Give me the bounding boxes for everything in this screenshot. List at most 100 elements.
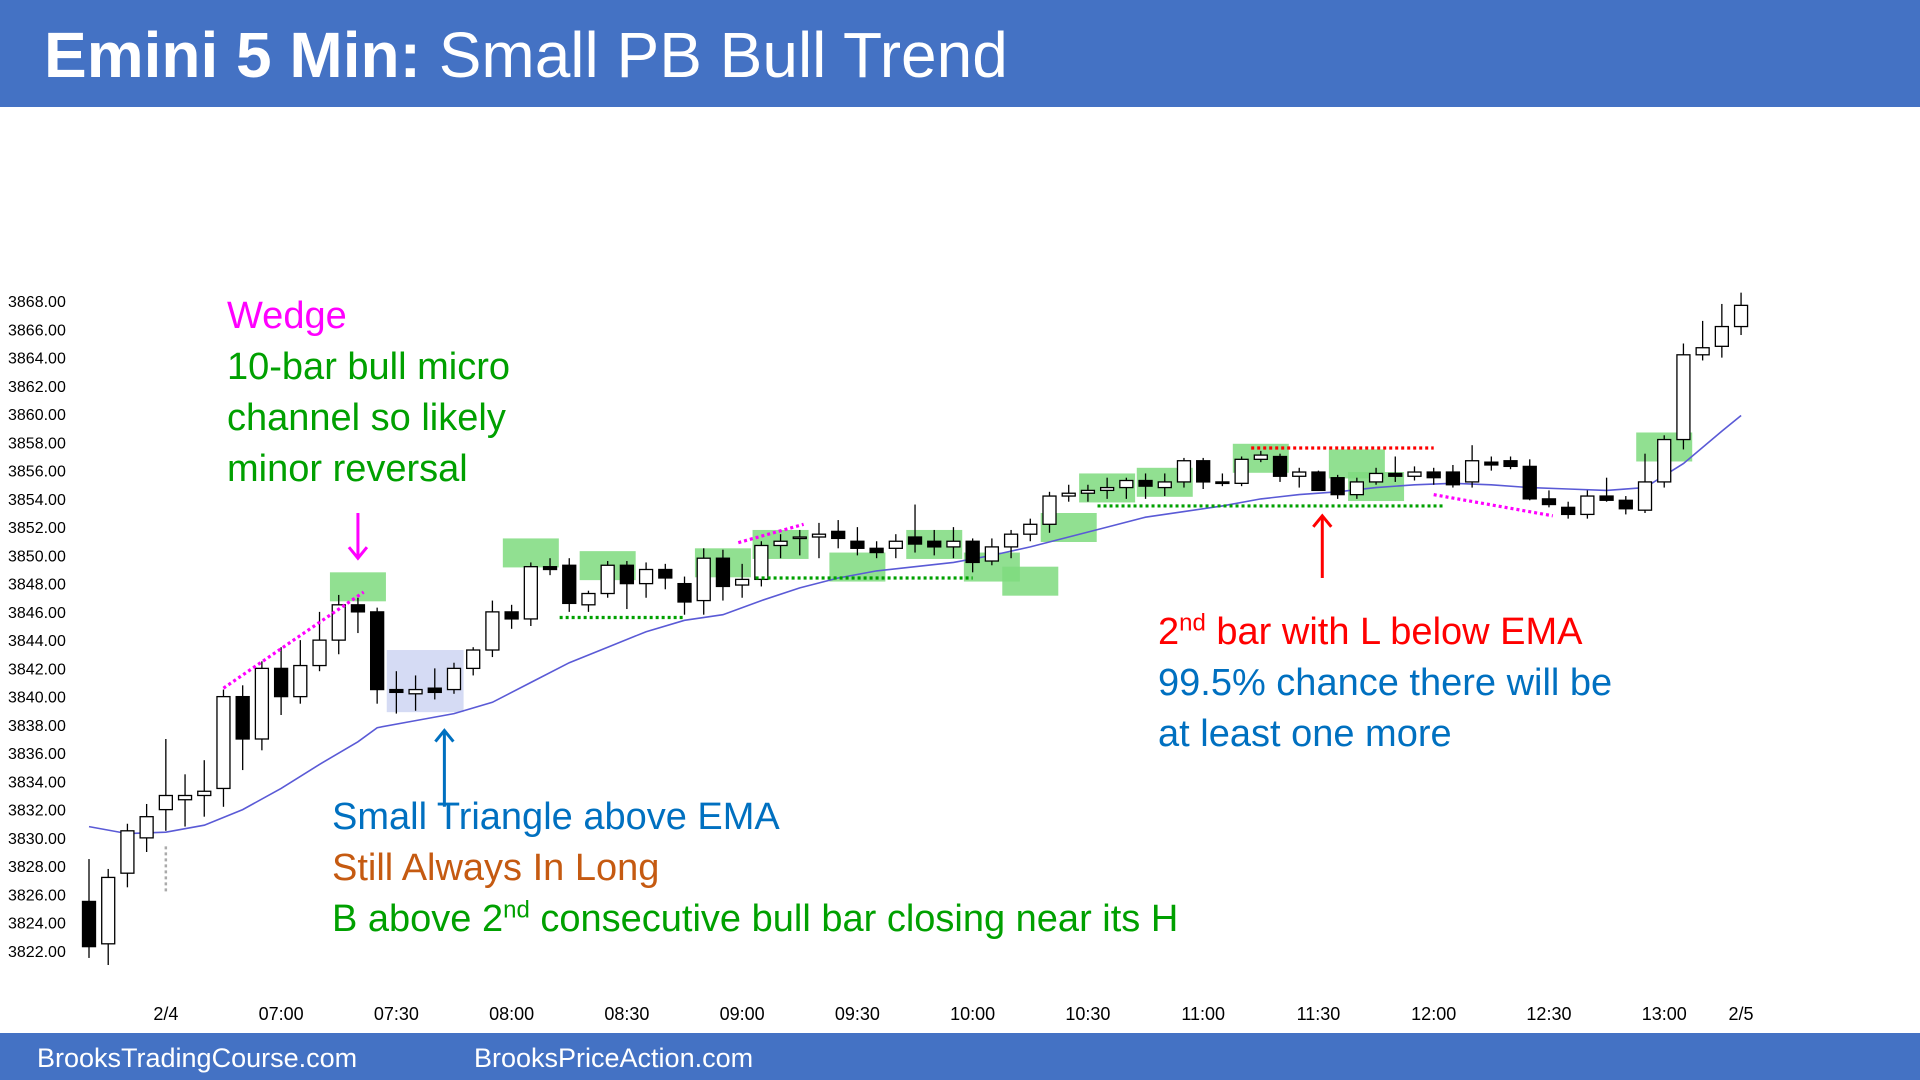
candle <box>888 534 903 559</box>
candle <box>1119 477 1134 499</box>
x-tick-label: 10:00 <box>950 1004 995 1024</box>
bear-candle-body <box>1445 471 1461 486</box>
bull-candle-body <box>331 604 346 641</box>
bull-candle-body <box>254 667 270 740</box>
y-tick-label: 3864.00 <box>8 351 66 368</box>
bull-candle-body <box>734 578 750 586</box>
title-banner: Emini 5 Min: Small PB Bull Trend <box>0 0 1920 107</box>
bull-candle-body <box>1292 471 1307 477</box>
candle <box>1695 320 1710 361</box>
candle <box>1099 477 1115 499</box>
bull-candle-body <box>1176 460 1192 483</box>
x-tick-label: 09:00 <box>720 1004 765 1024</box>
bear-candle-body <box>850 540 865 549</box>
y-tick-label: 3830.00 <box>8 831 66 848</box>
bull-candle-body <box>312 639 327 667</box>
candle <box>965 538 980 573</box>
footer-left-link[interactable]: BrooksTradingCourse.com <box>37 1043 358 1073</box>
bull-candle-body <box>1349 481 1365 496</box>
candle <box>984 538 1000 566</box>
candle <box>1522 459 1537 501</box>
candle <box>216 689 231 807</box>
candle <box>1445 464 1461 488</box>
y-tick-label: 3842.00 <box>8 661 66 678</box>
candle <box>485 600 500 658</box>
bull-candle-body <box>101 876 116 945</box>
bear-candle-body <box>273 667 289 698</box>
bear-candle-body <box>715 557 731 588</box>
x-tick-label: 2/5 <box>1729 1004 1754 1024</box>
y-tick-label: 3850.00 <box>8 548 66 565</box>
y-tick-label: 3838.00 <box>8 718 66 735</box>
y-tick-label: 3866.00 <box>8 322 66 339</box>
y-tick-label: 3832.00 <box>8 803 66 820</box>
bear-candle-body <box>1272 455 1288 477</box>
bear-candle-body <box>1561 506 1576 516</box>
y-tick-label: 3836.00 <box>8 746 66 763</box>
candle <box>1042 491 1057 533</box>
bull-candle-body <box>139 816 154 839</box>
bull-candle-body <box>408 688 423 695</box>
candle <box>792 529 807 556</box>
bull-candle-body <box>177 794 193 801</box>
trend-dotted-line <box>222 590 365 690</box>
candle <box>1503 456 1518 470</box>
y-tick-label: 3826.00 <box>8 887 66 904</box>
bear-candle-body <box>427 687 442 694</box>
title-bold: Emini 5 Min: <box>44 19 421 91</box>
bear-candle-body <box>1484 461 1499 466</box>
bear-candle-body <box>542 566 558 571</box>
bear-candle-body <box>869 547 884 554</box>
second-bar-pre: 2 <box>1158 611 1180 653</box>
candle <box>235 685 250 771</box>
candle <box>1003 529 1019 559</box>
y-tick-label: 3862.00 <box>8 379 66 396</box>
x-tick-label: 10:30 <box>1065 1004 1110 1024</box>
candle <box>1157 473 1172 497</box>
bull-candle-body <box>946 540 961 548</box>
bull-candle-body <box>1464 460 1480 483</box>
trend-dotted-line <box>1433 493 1554 518</box>
candle <box>331 594 346 655</box>
candle <box>1599 477 1614 502</box>
candle <box>638 562 654 598</box>
candlestick-chart: 3822.00 3824.00 3826.00 3828.00 3830.00 3832.… <box>8 292 1754 1024</box>
x-tick-label: 12:30 <box>1526 1004 1571 1024</box>
bull-candle-body <box>1080 489 1096 494</box>
footer-right-link[interactable]: BrooksPriceAction.com <box>474 1043 754 1073</box>
bull-candle-body <box>792 536 807 540</box>
y-tick-label: 3858.00 <box>8 435 66 452</box>
annotation-chance-2: at least one more <box>1158 713 1452 755</box>
candle <box>773 534 788 559</box>
signal-highlight-box <box>1002 566 1059 596</box>
y-tick-label: 3852.00 <box>8 520 66 537</box>
annotation-micro-channel-3: minor reversal <box>227 448 468 490</box>
arrow-head <box>434 728 455 743</box>
x-tick-label: 2/4 <box>153 1004 178 1024</box>
candle <box>1484 456 1499 471</box>
bull-candle-body <box>1733 304 1749 328</box>
candle <box>523 562 538 626</box>
blue-arrow <box>434 728 455 807</box>
annotation-wedge: Wedge <box>227 295 347 337</box>
bear-candle-body <box>389 688 404 694</box>
bear-candle-body <box>1541 498 1557 506</box>
candle <box>831 520 846 549</box>
candle <box>1541 490 1557 508</box>
candle <box>1618 496 1633 515</box>
y-tick-label: 3868.00 <box>8 294 66 311</box>
b-above-post: consecutive bull bar closing near its H <box>529 898 1179 940</box>
bear-candle-body <box>1215 481 1230 485</box>
bear-candle-body <box>677 582 692 603</box>
candle <box>562 558 577 612</box>
b-above-pre: B above 2 <box>332 898 504 940</box>
trend-dotted-line <box>737 522 805 545</box>
y-tick-label: 3840.00 <box>8 690 66 707</box>
bull-candle-body <box>600 564 615 595</box>
bear-candle-body <box>350 604 366 613</box>
bull-candle-body <box>1099 486 1115 492</box>
bull-candle-body <box>446 667 462 691</box>
x-tick-label: 07:00 <box>259 1004 304 1024</box>
candle <box>1733 292 1749 336</box>
y-tick-label: 3848.00 <box>8 577 66 594</box>
